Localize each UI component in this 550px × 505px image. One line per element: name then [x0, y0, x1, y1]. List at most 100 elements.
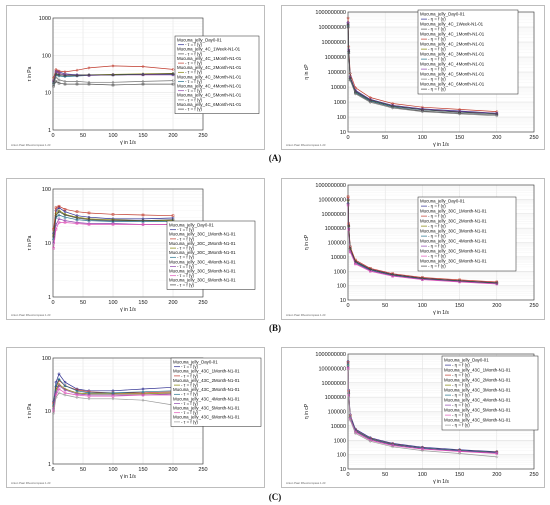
x-axis-label: γ̇ in 1/s: [120, 307, 136, 313]
data-point: [54, 380, 58, 384]
legend-entry: - η = f (γ̇): [428, 214, 446, 219]
legend-entry: Mucuna_jelly_30C_6Month-N1-01: [169, 278, 236, 283]
legend-entry: Mucuna_jelly_43C_3Month-N1-01: [444, 388, 511, 393]
legend-entry: Mucuna_jelly_Day0-01: [444, 358, 489, 363]
chart-panel-a-viscosity: 0 50 100 150 200 250 10 100 1000 10000 100000 10000…: [281, 5, 545, 150]
data-point: [368, 98, 372, 102]
x-tick-label: 100: [108, 133, 117, 139]
chart-panel-b-stress: 0 50 100 150 200 250 1 10 100 γ̇ in 1/s τ in Pa Muc…: [6, 178, 265, 320]
legend-entry: - τ = f (γ̇): [185, 51, 203, 56]
legend-entry: Mucuna_jelly_4C_6Month-N1-01: [420, 82, 485, 87]
legend-entry: Mucuna_jelly_30C_4Month-N1-01: [420, 239, 487, 244]
data-point: [57, 73, 61, 77]
y-tick-label: 1000: [334, 100, 346, 106]
data-point: [390, 445, 395, 449]
x-tick-label: 200: [168, 467, 177, 473]
data-point: [111, 73, 115, 77]
legend-entry: Mucuna_jelly_30C_3Month-N1-01: [169, 250, 236, 255]
data-point: [353, 86, 358, 90]
legend-entry: Mucuna_jelly_4C_3Month-N1-01: [420, 52, 485, 57]
y-tick-label: 10: [340, 467, 346, 473]
data-point: [57, 377, 61, 381]
data-point: [368, 267, 372, 272]
x-tick-label: 250: [198, 300, 207, 306]
data-point: [57, 372, 61, 376]
series-line-7: [53, 211, 174, 237]
x-tick-label: 100: [108, 300, 117, 306]
y-axis-label: η in cP: [304, 234, 310, 250]
data-point: [353, 431, 358, 436]
y-tick-label: 10000: [331, 255, 346, 261]
data-point: [171, 82, 175, 86]
legend-entry: - η = f (γ̇): [428, 37, 446, 42]
series-line-4: [53, 378, 174, 406]
data-point: [54, 227, 58, 231]
legend-entry: - τ = f (γ̇): [181, 373, 199, 378]
x-tick-label: 250: [529, 135, 538, 141]
data-point: [346, 367, 350, 370]
y-tick-label: 1000000000: [315, 10, 346, 16]
data-point: [54, 383, 58, 387]
y-tick-label: 1000000000: [315, 352, 346, 358]
data-point: [391, 274, 394, 278]
legend-entry: Mucuna_jelly_43C_3Month-N1-01: [173, 387, 240, 392]
data-point: [75, 389, 79, 393]
data-point: [346, 195, 350, 199]
x-tick-label: 250: [529, 303, 538, 309]
data-point: [495, 111, 499, 115]
data-point: [63, 387, 67, 391]
data-point: [75, 216, 79, 220]
data-point: [87, 218, 91, 222]
y-tick-label: 100000: [328, 410, 346, 416]
y-tick-label: 10: [340, 298, 346, 304]
data-point: [141, 389, 145, 394]
y-tick-label: 100000: [328, 70, 346, 76]
x-tick-label: 150: [455, 303, 464, 309]
data-point: [57, 387, 61, 391]
x-tick-label: 100: [418, 472, 427, 478]
data-point: [495, 455, 499, 459]
legend-entry: - τ = f (γ̇): [181, 364, 199, 369]
legend-entry: - τ = f (γ̇): [185, 61, 203, 66]
legend-entry: Mucuna_jelly_Day0-01: [177, 38, 222, 43]
y-tick-label: 100000000: [318, 366, 346, 372]
legend-entry: Mucuna_jelly_43C_6Month-N1-01: [173, 415, 240, 420]
footer-text: Anton Paar RheoCompass 1.23: [11, 481, 51, 485]
x-axis-label: γ̇ in 1/s: [120, 140, 136, 146]
y-tick-label: 100: [337, 284, 346, 290]
x-tick-label: 0: [346, 303, 349, 309]
legend-box: [170, 357, 262, 427]
legend-entry: Mucuna_jelly_Day0-01: [173, 360, 218, 365]
data-point: [87, 73, 91, 77]
data-point: [420, 448, 425, 453]
x-tick-label: 250: [529, 472, 538, 478]
legend-entry: - τ = f (γ̇): [177, 264, 195, 269]
legend-entry: - τ = f (γ̇): [181, 401, 199, 406]
data-point: [75, 73, 79, 77]
data-point: [171, 78, 175, 83]
x-tick-label: 200: [168, 300, 177, 306]
legend-entry: Mucuna_jelly_43C_2Month-N1-01: [444, 378, 511, 383]
x-axis-label: γ̇ in 1/s: [120, 474, 136, 480]
legend-entry: - η = f (γ̇): [428, 57, 446, 62]
legend-entry: - τ = f (γ̇): [185, 97, 203, 102]
y-tick-label: 1: [48, 295, 51, 301]
data-point: [171, 214, 175, 217]
y-tick-label: 10000000: [322, 40, 346, 46]
data-point: [111, 83, 115, 87]
legend-entry: - η = f (γ̇): [452, 383, 470, 388]
data-point: [346, 362, 350, 366]
caption-a: (A): [268, 153, 282, 163]
data-point: [57, 221, 61, 224]
chart-svg-a-viscosity: 0 50 100 150 200 250 10 100 1000 10000 100000 10000…: [286, 9, 539, 148]
data-point: [51, 411, 56, 416]
legend-entry: Mucuna_jelly_Day0-01: [169, 223, 214, 228]
legend-entry: - τ = f (γ̇): [185, 42, 203, 47]
x-tick-label: 6: [51, 467, 54, 473]
legend-entry: - η = f (γ̇): [452, 423, 470, 428]
data-point: [57, 81, 61, 85]
data-point: [111, 213, 115, 216]
footer-text: Anton Paar RheoCompass 1.23: [286, 313, 326, 317]
x-tick-label: 0: [51, 133, 54, 139]
data-point: [63, 73, 67, 77]
